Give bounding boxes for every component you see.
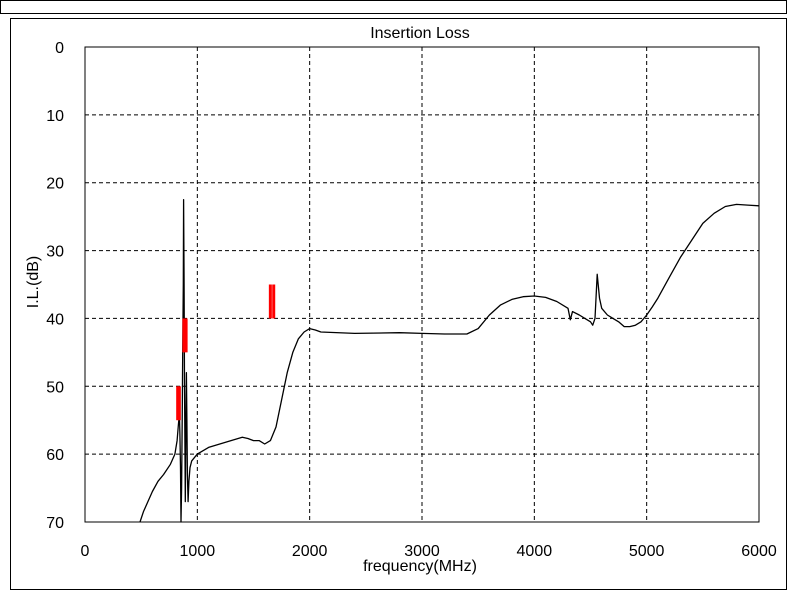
data-series xyxy=(139,199,760,523)
chart-area-border xyxy=(10,18,787,590)
tick-labels: 0 1000 2000 3000 4000 5000 6000 0 10 20 30 40 50 60 70 xyxy=(46,40,777,560)
y-tick-label: 60 xyxy=(46,447,64,464)
x-tick-label: 3000 xyxy=(404,543,440,560)
y-tick-label: 20 xyxy=(46,176,64,193)
series-line xyxy=(139,199,760,523)
plot-area-frame xyxy=(84,46,760,523)
x-tick-label: 0 xyxy=(81,543,90,560)
y-tick-label: 50 xyxy=(46,379,64,396)
y-tick-label: 30 xyxy=(46,244,64,261)
y-axis-label: I.L.(dB) xyxy=(25,256,42,308)
chart-title: Insertion Loss xyxy=(370,25,470,42)
x-tick-label: 6000 xyxy=(741,543,777,560)
x-tick-label: 2000 xyxy=(292,543,328,560)
y-tick-label: 0 xyxy=(55,40,64,57)
y-tick-label: 40 xyxy=(46,311,64,328)
x-tick-label: 1000 xyxy=(180,543,216,560)
marker-group xyxy=(176,284,276,421)
x-axis-label: frequency(MHz) xyxy=(363,558,477,575)
figure-top-border xyxy=(0,0,787,14)
y-tick-label: 10 xyxy=(46,108,64,125)
y-tick-label: 70 xyxy=(46,515,64,532)
x-tick-label: 4000 xyxy=(517,543,553,560)
x-tick-label: 5000 xyxy=(629,543,665,560)
